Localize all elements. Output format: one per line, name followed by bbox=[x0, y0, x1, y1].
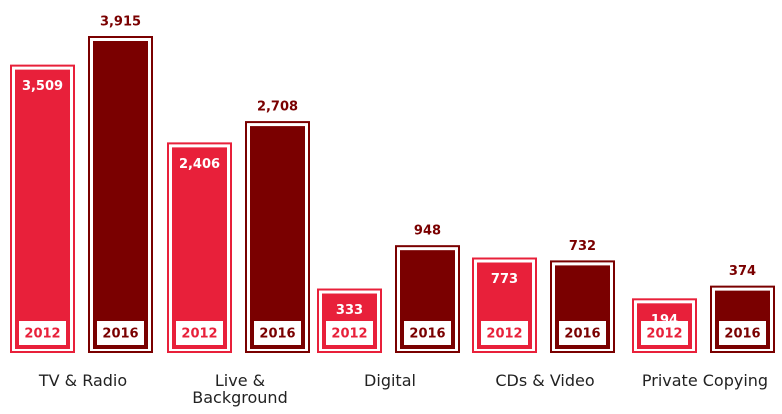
legend-label: 2012 bbox=[486, 327, 522, 342]
year-box bbox=[19, 321, 66, 345]
bar-outline bbox=[472, 257, 537, 353]
year-box bbox=[326, 321, 373, 345]
year-box bbox=[641, 321, 688, 345]
value-label: 773 bbox=[491, 272, 518, 287]
bar-outline bbox=[88, 36, 153, 353]
bar-outline bbox=[710, 285, 775, 354]
year-box bbox=[719, 321, 766, 345]
value-label: 3,509 bbox=[22, 79, 63, 94]
bar-outline bbox=[10, 64, 75, 353]
legend-label: 2016 bbox=[409, 327, 445, 342]
legend-label: 2016 bbox=[564, 327, 600, 342]
legend-label: 2012 bbox=[646, 327, 682, 342]
year-box bbox=[176, 321, 223, 345]
year-box bbox=[481, 321, 528, 345]
value-label: 732 bbox=[569, 239, 596, 254]
legend-label: 2012 bbox=[331, 327, 367, 342]
bar-outline bbox=[317, 288, 382, 353]
value-label: 948 bbox=[414, 224, 441, 239]
value-label: 2,708 bbox=[257, 100, 298, 115]
bar-outline bbox=[550, 260, 615, 354]
category-label: Live & Background bbox=[192, 371, 288, 407]
year-box bbox=[559, 321, 606, 345]
bar-outline bbox=[395, 245, 460, 353]
value-label: 2,406 bbox=[179, 157, 220, 172]
category-label: CDs & Video bbox=[495, 371, 595, 390]
value-label: 194 bbox=[651, 313, 678, 328]
legend-label: 2012 bbox=[24, 327, 60, 342]
bar bbox=[250, 126, 305, 349]
category-label: TV & Radio bbox=[38, 371, 128, 390]
bar bbox=[15, 69, 70, 349]
legend-label: 2012 bbox=[181, 327, 217, 342]
bar bbox=[172, 147, 227, 349]
category-label: Private Copying bbox=[641, 371, 769, 390]
year-box bbox=[97, 321, 144, 345]
bar-outline bbox=[245, 121, 310, 353]
bar-outline bbox=[167, 142, 232, 353]
bar bbox=[93, 41, 148, 349]
bar-outline bbox=[632, 298, 697, 353]
year-box bbox=[404, 321, 451, 345]
legend-label: 2016 bbox=[724, 327, 760, 342]
year-box bbox=[254, 321, 301, 345]
legend-label: 2016 bbox=[259, 327, 295, 342]
category-label: Digital bbox=[364, 371, 416, 390]
legend-label: 2016 bbox=[102, 327, 138, 342]
value-label: 3,915 bbox=[100, 15, 141, 30]
value-label: 333 bbox=[336, 303, 363, 318]
value-label: 374 bbox=[729, 264, 756, 279]
